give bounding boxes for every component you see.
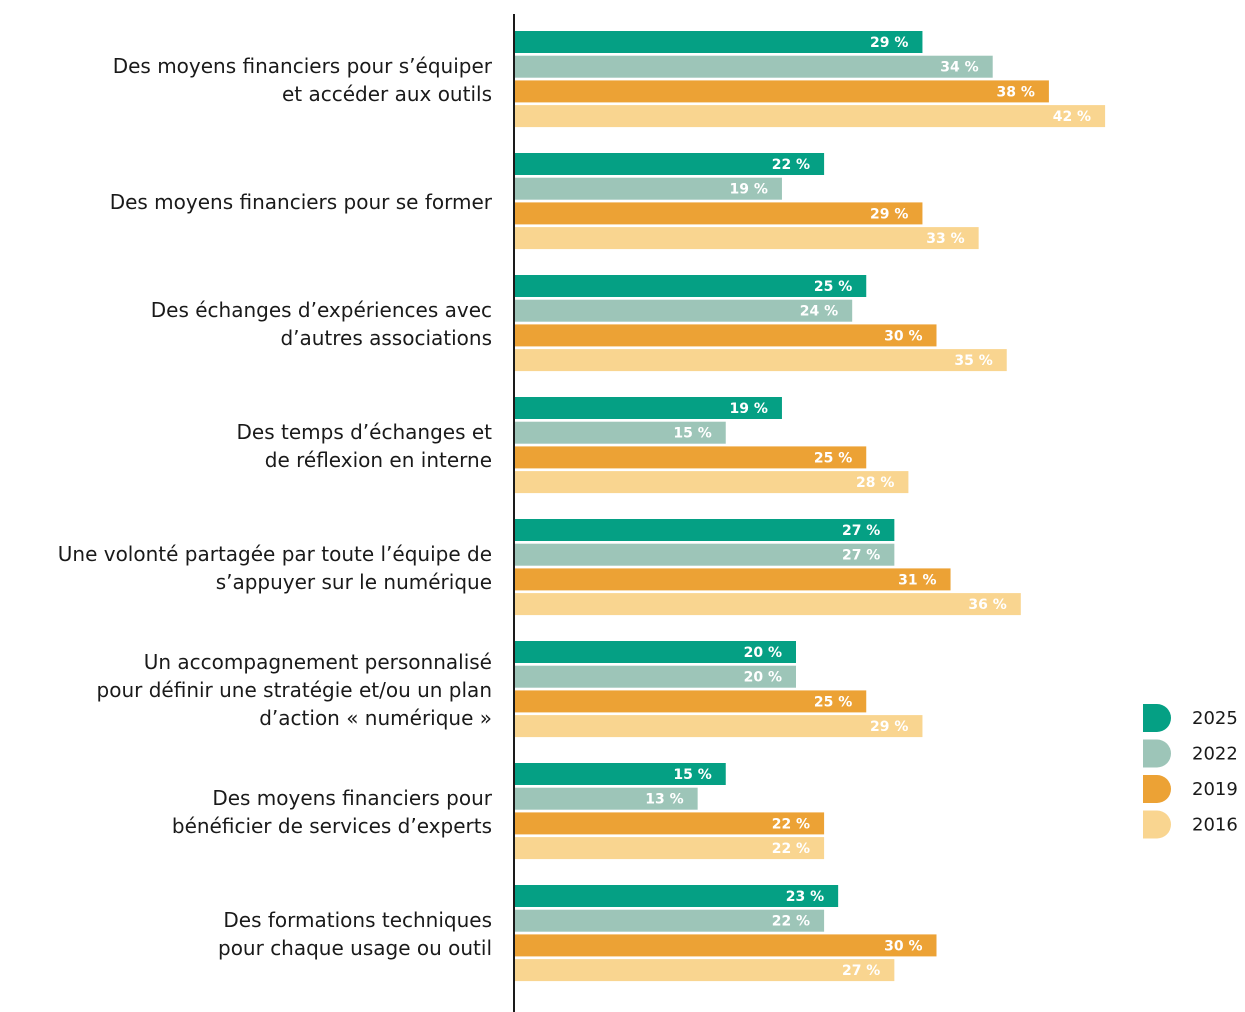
bar xyxy=(515,837,825,860)
category-label: Des moyens financiers pour se former xyxy=(109,190,492,215)
value-label: 31 % xyxy=(898,572,936,588)
category-label: Des échanges d’expériences avec d’autres… xyxy=(150,298,492,351)
bar xyxy=(515,519,895,541)
bar xyxy=(515,55,993,78)
value-label: 28 % xyxy=(856,475,894,491)
bar xyxy=(515,787,698,810)
value-label: 29 % xyxy=(870,206,908,222)
legend-label: 2019 xyxy=(1192,779,1238,800)
value-label: 25 % xyxy=(814,450,852,466)
bar xyxy=(515,80,1049,103)
bar xyxy=(515,593,1021,616)
category-label: Des moyens financiers pour s’équiper et … xyxy=(112,54,492,107)
bar xyxy=(515,665,796,688)
category-label: Une volonté partagée par toute l’équipe … xyxy=(57,542,492,595)
value-label: 20 % xyxy=(744,670,782,686)
bar xyxy=(515,812,825,835)
bar xyxy=(515,31,923,53)
bar xyxy=(515,446,867,469)
value-label: 22 % xyxy=(772,157,810,173)
value-label: 29 % xyxy=(870,719,908,735)
value-label: 35 % xyxy=(954,353,992,369)
bar xyxy=(515,934,937,957)
value-label: 22 % xyxy=(772,816,810,832)
value-label: 23 % xyxy=(786,889,824,905)
bar xyxy=(515,105,1106,128)
bar xyxy=(515,349,1007,372)
category-label: Un accompagnement personnalisé pour défi… xyxy=(96,650,492,731)
bar xyxy=(515,202,923,225)
bar xyxy=(515,543,895,566)
value-label: 29 % xyxy=(870,35,908,51)
bar xyxy=(515,324,937,347)
value-label: 42 % xyxy=(1053,109,1091,125)
value-label: 15 % xyxy=(673,767,711,783)
legend-swatch xyxy=(1143,810,1171,839)
value-label: 33 % xyxy=(926,231,964,247)
value-label: 27 % xyxy=(842,523,880,539)
bar xyxy=(515,909,825,932)
bar xyxy=(515,641,796,663)
value-label: 30 % xyxy=(884,328,922,344)
legend-label: 2016 xyxy=(1192,815,1238,836)
value-label: 15 % xyxy=(673,426,711,442)
value-label: 22 % xyxy=(772,841,810,857)
value-label: 27 % xyxy=(842,963,880,979)
value-label: 25 % xyxy=(814,694,852,710)
bar xyxy=(515,885,839,907)
bar xyxy=(515,177,782,200)
value-label: 22 % xyxy=(772,914,810,930)
value-label: 38 % xyxy=(997,84,1035,100)
category-label: Des formations techniques pour chaque us… xyxy=(218,908,492,961)
value-label: 20 % xyxy=(744,645,782,661)
value-label: 36 % xyxy=(968,597,1006,613)
bar xyxy=(515,763,726,785)
bar xyxy=(515,568,951,591)
bar xyxy=(515,153,825,175)
bar xyxy=(515,421,726,444)
legend-swatch xyxy=(1143,775,1171,803)
bar xyxy=(515,959,895,982)
value-label: 13 % xyxy=(645,792,683,808)
value-label: 19 % xyxy=(730,182,768,198)
value-label: 19 % xyxy=(730,401,768,417)
value-label: 34 % xyxy=(940,60,978,76)
bar xyxy=(515,471,909,494)
value-label: 27 % xyxy=(842,548,880,564)
legend-swatch xyxy=(1143,739,1171,768)
bar xyxy=(515,299,853,322)
value-label: 25 % xyxy=(814,279,852,295)
bar xyxy=(515,275,867,297)
bar xyxy=(515,227,979,250)
legend-label: 2022 xyxy=(1192,744,1238,765)
legend-swatch xyxy=(1143,704,1171,732)
category-label: Des moyens financiers pour bénéficier de… xyxy=(171,786,492,839)
bar xyxy=(515,715,923,738)
value-label: 30 % xyxy=(884,938,922,954)
legend-label: 2025 xyxy=(1192,708,1238,729)
bar xyxy=(515,690,867,713)
bar xyxy=(515,397,782,419)
category-label: Des temps d’échanges et de réflexion en … xyxy=(236,420,492,473)
value-label: 24 % xyxy=(800,304,838,320)
